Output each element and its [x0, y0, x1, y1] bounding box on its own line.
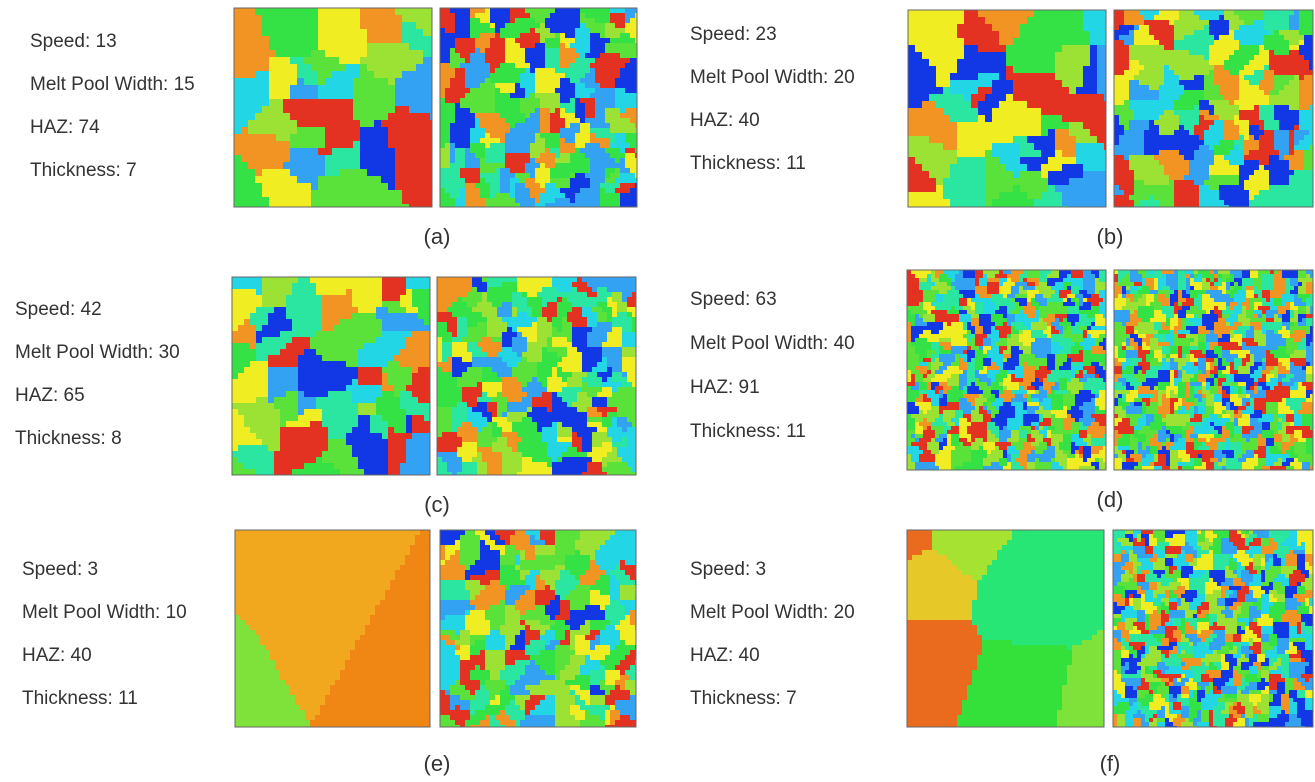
panel: Speed: 13 Melt Pool Width: 15 HAZ: 74 Thick…	[30, 8, 638, 249]
parameter-line: Melt Pool Width: 15	[30, 74, 195, 95]
parameter-line: Thickness: 7	[690, 688, 797, 709]
microstructure-image	[1114, 270, 1314, 471]
figure: Speed: 13 Melt Pool Width: 15 HAZ: 74 Thick…	[0, 0, 1315, 777]
parameter-line: Speed: 3	[22, 559, 98, 580]
parameter-line: Speed: 13	[30, 31, 117, 52]
parameter-line: HAZ: 40	[690, 645, 760, 666]
parameter-line: HAZ: 65	[15, 385, 85, 406]
microstructure-image	[232, 277, 431, 476]
parameter-line: Melt Pool Width: 20	[690, 602, 855, 623]
parameter-line: Melt Pool Width: 30	[15, 342, 180, 363]
panel: Speed: 63 Melt Pool Width: 40 HAZ: 91 Thick…	[690, 270, 1314, 512]
panel: Speed: 42 Melt Pool Width: 30 HAZ: 65 Thick…	[15, 277, 637, 517]
microstructure-image	[437, 277, 637, 476]
microstructure-image	[234, 8, 433, 208]
parameter-line: Thickness: 7	[30, 160, 137, 181]
microstructure-image	[1114, 10, 1314, 208]
microstructure-image	[440, 8, 638, 208]
panel: Speed: 3 Melt Pool Width: 20 HAZ: 40 Thickn…	[690, 530, 1314, 776]
panel: Speed: 23 Melt Pool Width: 20 HAZ: 40 Thick…	[690, 10, 1314, 249]
microstructure-image	[235, 530, 431, 728]
panel-caption: (e)	[424, 751, 451, 776]
microstructure-image	[907, 530, 1105, 728]
parameter-line: Thickness: 11	[690, 421, 806, 442]
parameter-line: Thickness: 11	[22, 688, 138, 709]
panel-caption: (f)	[1100, 751, 1121, 776]
parameter-line: Melt Pool Width: 10	[22, 602, 187, 623]
panel-caption: (c)	[424, 492, 450, 517]
panel-caption: (d)	[1097, 487, 1124, 512]
microstructure-image	[908, 10, 1107, 208]
panel: Speed: 3 Melt Pool Width: 10 HAZ: 40 Thickn…	[22, 530, 637, 776]
parameter-line: Melt Pool Width: 20	[690, 67, 855, 88]
parameter-line: HAZ: 40	[690, 110, 760, 131]
parameter-line: Speed: 3	[690, 559, 766, 580]
panel-caption: (a)	[424, 224, 451, 249]
microstructure-image	[907, 270, 1107, 471]
parameter-line: HAZ: 91	[690, 377, 760, 398]
parameter-line: Thickness: 11	[690, 153, 806, 174]
parameter-line: Melt Pool Width: 40	[690, 333, 855, 354]
parameter-line: HAZ: 40	[22, 645, 92, 666]
microstructure-image	[440, 530, 637, 728]
parameter-line: Thickness: 8	[15, 428, 122, 449]
parameter-line: Speed: 42	[15, 299, 102, 320]
panel-caption: (b)	[1097, 224, 1124, 249]
parameter-line: Speed: 23	[690, 24, 777, 45]
microstructure-image	[1113, 530, 1314, 728]
parameter-line: Speed: 63	[690, 289, 777, 310]
parameter-line: HAZ: 74	[30, 117, 100, 138]
